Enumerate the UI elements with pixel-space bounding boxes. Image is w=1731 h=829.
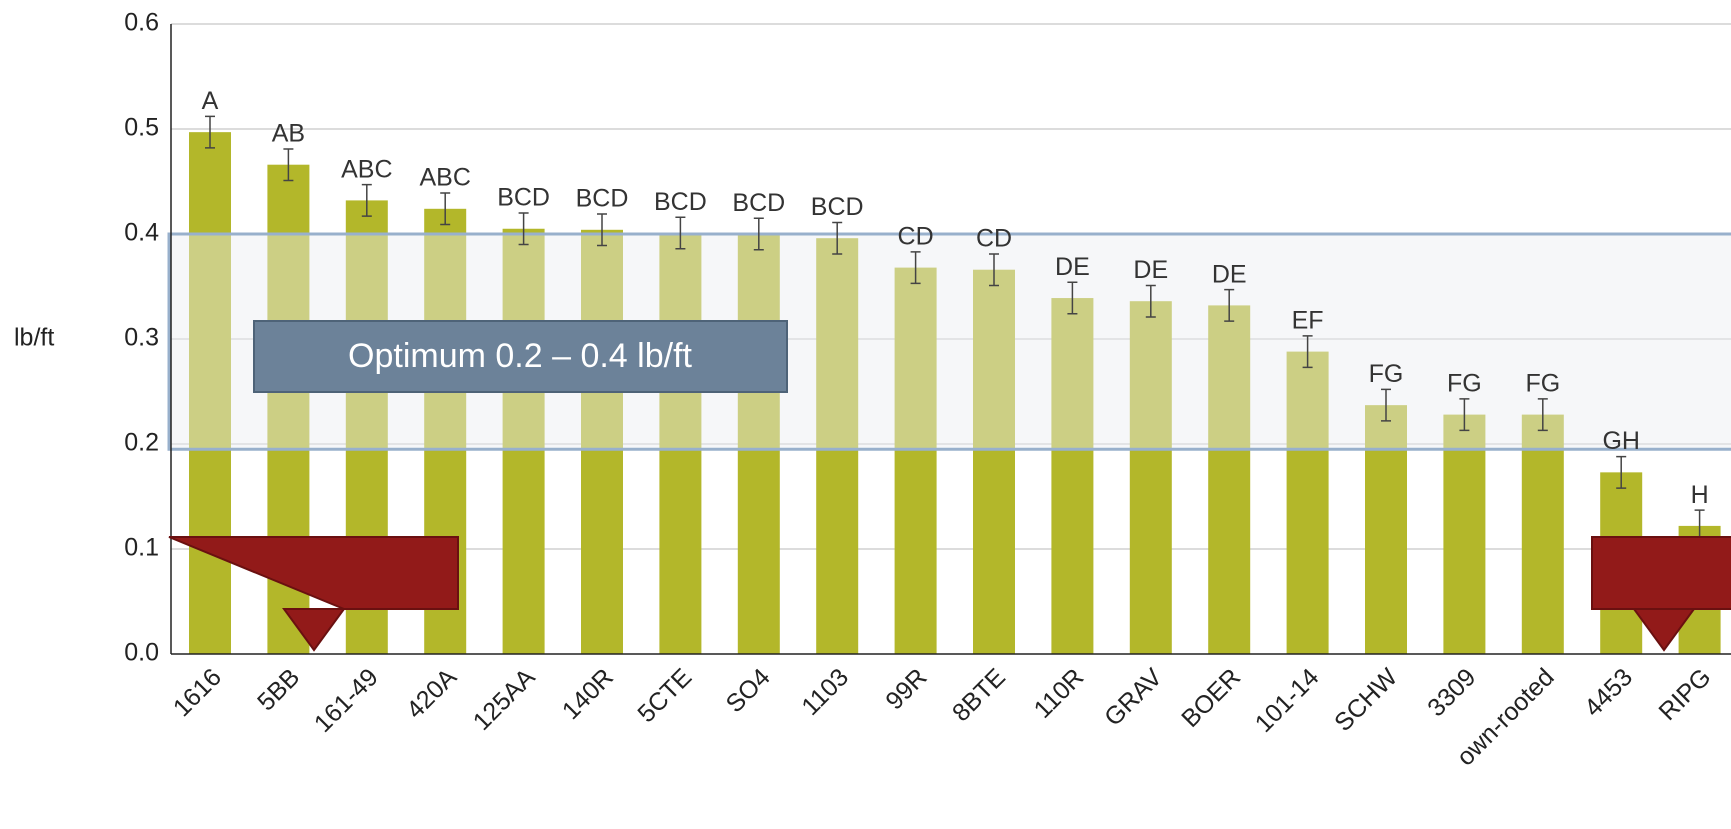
error-bar: [832, 221, 843, 255]
bar: [973, 269, 1015, 654]
significance-letter: FG: [1447, 369, 1482, 397]
x-tick-label: 5CTE: [632, 663, 697, 728]
y-tick-label: 0.4: [124, 219, 159, 247]
significance-letter: DE: [1133, 256, 1168, 284]
y-tick-label: 0.2: [124, 429, 159, 457]
significance-letter: BCD: [732, 189, 785, 217]
x-tick-label: SO4: [721, 663, 776, 718]
significance-letter: DE: [1212, 260, 1247, 288]
error-bar: [597, 213, 607, 247]
bar: [1521, 414, 1564, 654]
error-bar: [283, 148, 294, 182]
error-bar: [440, 192, 451, 226]
significance-letter: H: [1691, 481, 1709, 509]
error-bar: [1459, 398, 1470, 432]
x-tick-label: 1616: [168, 663, 227, 722]
error-bar: [1145, 284, 1156, 318]
error-bar: [1616, 455, 1627, 489]
red-arrow: [1591, 536, 1731, 610]
significance-letter: BCD: [811, 193, 864, 221]
significance-letter: EF: [1292, 306, 1324, 334]
error-bar: [675, 216, 686, 250]
y-axis-label: lb/ft: [14, 324, 54, 352]
x-tick-label: 101-14: [1250, 663, 1325, 738]
x-tick-label: 5BB: [252, 663, 305, 716]
error-bar: [361, 183, 372, 217]
error-bar: [753, 217, 764, 251]
significance-letter: ABC: [341, 155, 392, 183]
x-tick-label: RIPG: [1653, 663, 1716, 726]
bar: [894, 267, 937, 654]
x-tick-label: 8BTE: [947, 663, 1011, 727]
bar: [1208, 305, 1251, 654]
annotation-text: Optimum 0.2 – 0.4 lb/ft: [348, 337, 692, 375]
error-bar: [910, 251, 921, 285]
bar: [1365, 405, 1407, 654]
y-tick-label: 0.5: [124, 114, 159, 142]
x-tick-label: 140R: [557, 663, 619, 725]
bar: [1051, 298, 1094, 654]
significance-letter: CD: [976, 225, 1012, 253]
significance-letter: AB: [272, 120, 305, 148]
bar: [581, 229, 623, 655]
x-tick-label: 125AA: [468, 663, 541, 736]
x-tick-label: BOER: [1176, 663, 1246, 733]
x-tick-label: 161-49: [309, 663, 384, 738]
significance-letter: A: [202, 87, 219, 115]
y-tick-label: 0.6: [124, 9, 159, 37]
x-tick-label: 1103: [796, 663, 854, 721]
significance-letter: CD: [898, 222, 934, 250]
error-bar: [1067, 281, 1078, 315]
error-bar: [1537, 398, 1548, 432]
error-bar: [1302, 335, 1313, 369]
x-tick-label: 3309: [1422, 663, 1481, 722]
significance-letter: ABC: [419, 164, 470, 192]
y-tick-label: 0.0: [124, 639, 159, 667]
red-arrow-head: [282, 608, 346, 652]
bar: [502, 228, 545, 654]
error-bar: [989, 253, 999, 287]
significance-letter: BCD: [497, 184, 550, 212]
significance-letter: BCD: [654, 188, 707, 216]
x-tick-label: 99R: [880, 663, 932, 715]
bar: [1286, 351, 1329, 654]
error-bar: [205, 115, 215, 149]
significance-letter: BCD: [576, 185, 629, 213]
y-tick-label: 0.1: [124, 534, 159, 562]
annotation-box: [253, 320, 788, 393]
y-tick-label: 0.3: [124, 324, 159, 352]
significance-letter: FG: [1369, 360, 1404, 388]
significance-letter: DE: [1055, 253, 1090, 281]
bar: [189, 132, 231, 654]
x-tick-label: 110R: [1029, 663, 1090, 724]
bar: [816, 238, 859, 654]
bar: [1443, 414, 1486, 654]
bar: [1129, 301, 1172, 654]
significance-letter: FG: [1525, 369, 1560, 397]
x-tick-label: SCHW: [1329, 663, 1403, 737]
bar: [737, 234, 780, 654]
x-tick-label: GRAV: [1099, 663, 1168, 732]
bar: [659, 232, 702, 654]
error-bar: [1224, 288, 1235, 322]
x-tick-label: 420A: [401, 663, 462, 724]
overlay-layer: A AB ABC ABC BCD BCD BCD BCD BCD CD CD DE DE DE EF FG FG…: [202, 87, 1709, 543]
red-arrow-head: [1632, 608, 1696, 652]
error-bar: [518, 212, 529, 246]
error-bar: [1381, 388, 1391, 422]
x-tick-label: 4453: [1579, 663, 1638, 722]
significance-letter: GH: [1602, 427, 1640, 455]
